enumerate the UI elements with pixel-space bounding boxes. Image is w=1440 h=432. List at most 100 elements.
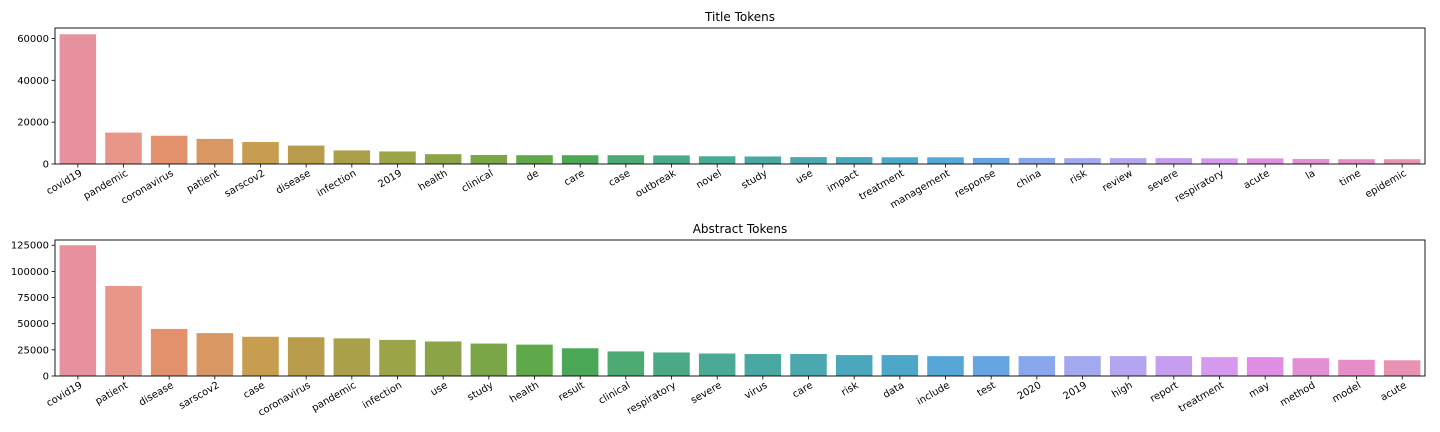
bar-impact: [835, 157, 873, 164]
bar-response: [972, 157, 1010, 164]
bar-infection: [379, 339, 416, 376]
bar-virus: [744, 354, 782, 376]
bar-include: [927, 356, 964, 376]
x-tick-label: response: [953, 168, 998, 200]
y-tick-label: 60000: [17, 34, 49, 45]
bar-care: [561, 155, 599, 164]
y-tick-label: 20000: [17, 118, 49, 129]
x-tick-label: care: [562, 168, 586, 188]
bar-review: [1109, 158, 1147, 164]
bar-severe: [1155, 158, 1193, 164]
bar-acute: [1383, 360, 1421, 376]
y-tick-label: 50000: [17, 319, 49, 330]
x-tick-label: de: [525, 168, 541, 184]
y-axis: 0 25000 50000 75000 100000 125000: [11, 241, 55, 383]
x-tick-label: data: [881, 380, 906, 401]
x-tick-label: use: [794, 168, 815, 186]
bar-management: [927, 157, 964, 164]
bar-study: [470, 343, 508, 376]
bar-infection: [333, 150, 371, 164]
x-tick-label: risk: [1068, 168, 1089, 187]
x-tick-label: case: [242, 380, 267, 401]
bar-coronavirus: [150, 135, 188, 164]
bar-pandemic: [105, 132, 142, 164]
x-tick-label: novel: [695, 168, 724, 191]
x-tick-label: treatment: [1177, 380, 1226, 415]
x-tick-label: study: [740, 168, 770, 191]
x-tick-label: severe: [1146, 168, 1180, 194]
bar-outbreak: [653, 155, 690, 164]
bar-result: [561, 348, 599, 376]
bar-risk: [835, 355, 873, 376]
bars-group: [59, 34, 1421, 164]
x-tick-label: sarscov2: [223, 168, 267, 200]
abstract-tokens-chart: Abstract Tokens 0 25000 50000 75000 100000 12…: [11, 222, 1426, 419]
x-tick-label: health: [417, 168, 450, 193]
bar-high: [1109, 356, 1147, 376]
bar-risk: [1064, 158, 1101, 164]
x-tick-label: covid19: [45, 168, 85, 197]
bar-report: [1155, 356, 1193, 376]
bar-may: [1246, 357, 1284, 376]
x-tick-label: infection: [315, 168, 358, 199]
y-axis: 0 20000 40000 60000: [17, 34, 55, 171]
bar-epidemic: [1383, 159, 1421, 164]
bar-data: [881, 355, 919, 376]
x-tick-label: patient: [94, 380, 130, 407]
bars-group: [59, 245, 1421, 376]
bar-respiratory: [1201, 158, 1238, 164]
x-tick-label: model: [1331, 380, 1363, 405]
x-tick-label: method: [1278, 380, 1317, 409]
chart-title: Abstract Tokens: [693, 222, 788, 236]
x-tick-label: clinical: [460, 168, 495, 195]
bar-disease: [150, 328, 188, 376]
x-tick-label: outbreak: [634, 168, 678, 200]
y-tick-label: 125000: [11, 241, 49, 252]
x-tick-label: risk: [840, 380, 861, 399]
bar-acute: [1246, 158, 1284, 164]
bar-health: [516, 344, 553, 376]
y-tick-label: 0: [43, 372, 49, 383]
bar-patient: [196, 138, 234, 164]
bar-use: [424, 341, 462, 376]
x-tick-label: result: [557, 380, 587, 404]
x-tick-label: study: [466, 380, 496, 403]
x-tick-label: china: [1014, 168, 1043, 191]
bar-coronavirus: [287, 337, 325, 376]
bar-respiratory: [653, 352, 690, 376]
bar-covid19: [59, 245, 97, 376]
x-tick-label: virus: [743, 380, 770, 402]
x-tick-label: case: [607, 168, 632, 189]
bar-study: [744, 156, 782, 164]
plot-frame: [54, 239, 1426, 377]
x-tick-label: clinical: [597, 380, 632, 407]
x-tick-label: disease: [137, 380, 175, 409]
bar-disease: [287, 145, 325, 164]
bar-severe: [698, 353, 736, 376]
y-tick-label: 0: [43, 160, 49, 171]
bar-time: [1338, 159, 1375, 164]
x-tick-label: la: [1304, 168, 1317, 182]
x-tick-label: include: [915, 380, 952, 408]
bar-novel: [698, 156, 736, 164]
x-tick-label: severe: [689, 380, 723, 406]
bar-2019: [379, 151, 416, 164]
x-tick-label: respiratory: [1173, 168, 1226, 205]
x-tick-label: 2020: [1016, 380, 1044, 402]
bar-china: [1018, 157, 1056, 164]
x-tick-label: review: [1101, 168, 1135, 194]
bar-covid19: [59, 34, 97, 164]
x-tick-label: use: [429, 380, 450, 398]
y-tick-label: 40000: [17, 76, 49, 87]
bar-sarscov2: [242, 142, 279, 164]
x-tick-label: care: [791, 380, 815, 400]
x-tick-label: respiratory: [625, 380, 678, 417]
x-tick-label: acute: [1242, 168, 1272, 192]
x-tick-label: time: [1338, 168, 1363, 189]
bar-test: [972, 356, 1010, 376]
x-tick-label: infection: [361, 380, 404, 411]
bar-clinical: [607, 351, 645, 376]
